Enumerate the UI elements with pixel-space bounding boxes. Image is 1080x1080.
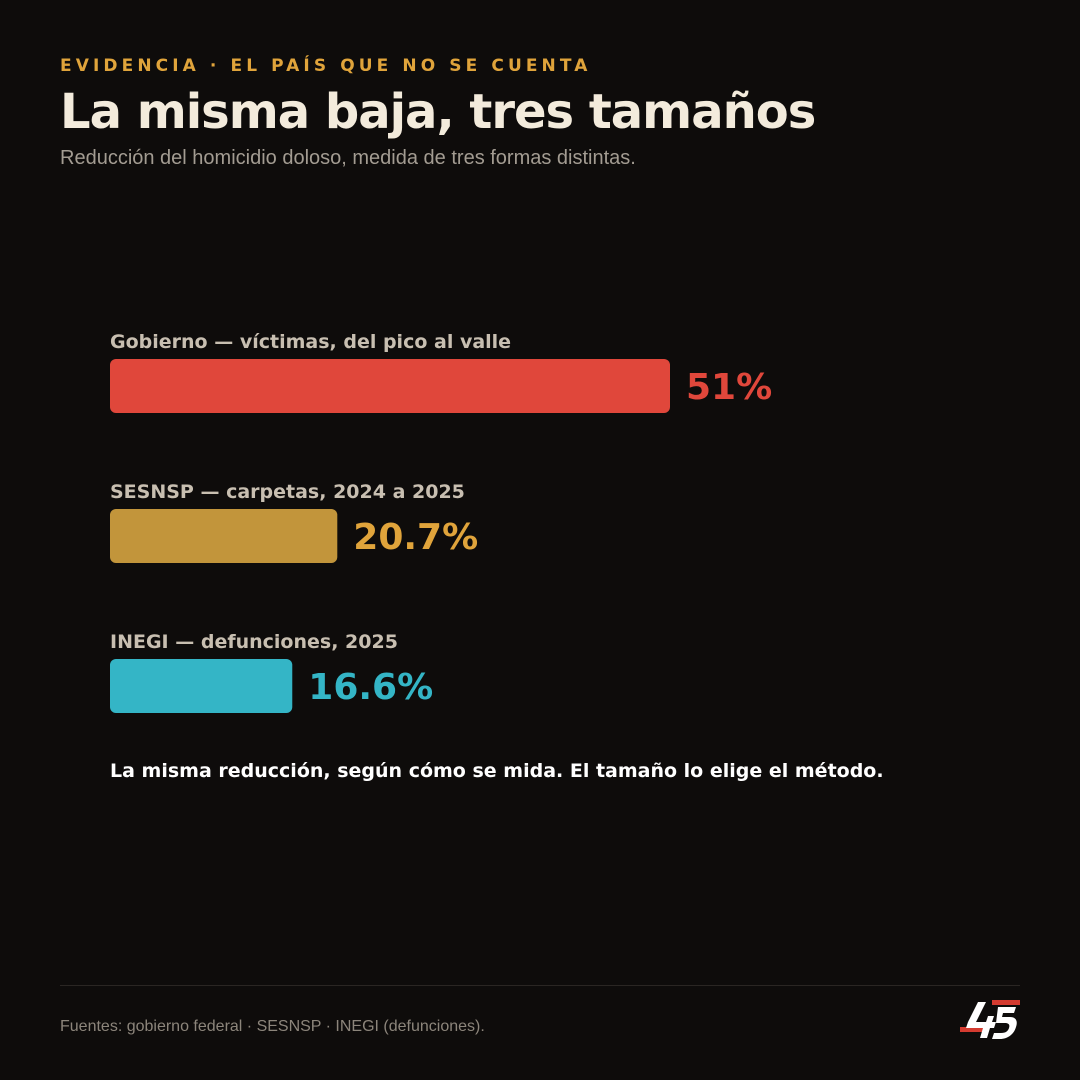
kicker: EVIDENCIA · EL PAÍS QUE NO SE CUENTA: [60, 56, 592, 76]
bar-value-label: 16.6%: [308, 667, 433, 708]
sources-text: Fuentes: gobierno federal · SESNSP · INE…: [60, 1018, 485, 1035]
bar: [110, 509, 338, 563]
bar-value-label: 20.7%: [353, 517, 478, 558]
page-title: La misma baja, tres tamaños: [60, 84, 816, 140]
bar: [110, 359, 670, 413]
bar-category-label: INEGI — defunciones, 2025: [110, 631, 398, 653]
bar-category-label: Gobierno — víctimas, del pico al valle: [110, 331, 511, 353]
brand-logo-icon: [960, 1000, 1020, 1039]
page-subtitle: Reducción del homicidio doloso, medida d…: [60, 147, 636, 169]
chart-note: La misma reducción, según cómo se mida. …: [110, 760, 884, 782]
bar-category-label: SESNSP — carpetas, 2024 a 2025: [110, 481, 465, 503]
bar-value-label: 51%: [686, 367, 772, 408]
bar: [110, 659, 293, 713]
footer-divider: [60, 985, 1020, 986]
